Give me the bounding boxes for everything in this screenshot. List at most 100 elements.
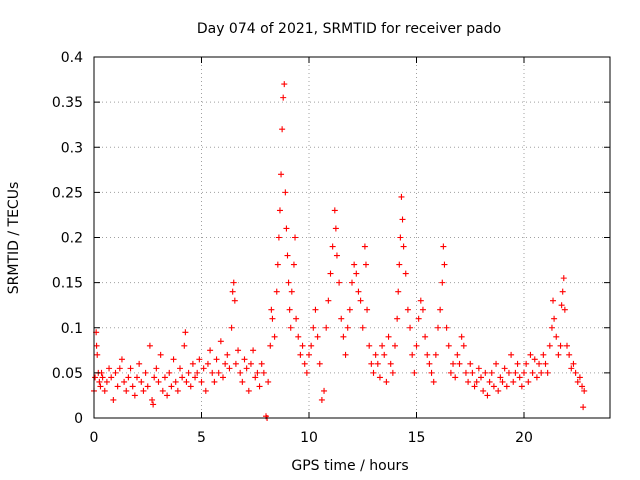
data-point: [318, 396, 325, 403]
data-point: [574, 378, 581, 385]
data-point: [329, 243, 336, 250]
data-point: [581, 387, 588, 394]
data-point: [268, 306, 275, 313]
data-point: [278, 171, 285, 178]
data-point: [106, 365, 113, 372]
data-point: [183, 378, 190, 385]
x-axis-label: GPS time / hours: [291, 458, 408, 474]
data-point: [226, 365, 233, 372]
data-point: [499, 378, 506, 385]
data-point: [564, 342, 570, 349]
data-point: [220, 374, 226, 381]
data-point: [118, 356, 125, 363]
data-point: [542, 360, 549, 367]
data-point: [267, 342, 274, 349]
data-point: [475, 365, 482, 372]
data-point: [271, 333, 278, 340]
data-point: [392, 342, 398, 349]
data-point: [471, 383, 478, 390]
data-point: [364, 306, 371, 313]
data-point: [241, 356, 248, 363]
data-point: [273, 288, 280, 295]
data-points: [91, 81, 588, 421]
data-point: [182, 329, 189, 336]
data-point: [351, 261, 358, 268]
y-tick-label: 0.25: [52, 185, 83, 201]
x-tick-label: 0: [90, 430, 99, 446]
x-tick-label: 10: [300, 430, 318, 446]
data-point: [404, 306, 411, 313]
data-point: [101, 387, 108, 394]
y-tick-label: 0: [74, 411, 83, 427]
data-point: [138, 378, 145, 385]
data-point: [426, 360, 433, 367]
data-point: [229, 288, 236, 295]
data-point: [469, 369, 476, 376]
data-point: [383, 378, 390, 385]
data-point: [301, 360, 308, 367]
data-point: [568, 365, 575, 372]
data-point: [159, 387, 166, 394]
data-point: [413, 342, 420, 349]
data-point: [131, 392, 138, 399]
data-point: [209, 369, 216, 376]
data-point: [516, 374, 523, 381]
data-point: [437, 306, 444, 313]
data-point: [192, 374, 199, 381]
data-point: [531, 356, 538, 363]
data-point: [424, 351, 431, 358]
data-point: [557, 342, 564, 349]
data-point: [445, 342, 452, 349]
data-point: [473, 378, 480, 385]
data-point: [194, 369, 201, 376]
data-point: [96, 378, 103, 385]
data-point: [484, 392, 491, 399]
data-point: [336, 279, 343, 286]
data-point: [381, 351, 388, 358]
y-tick-label: 0.3: [61, 140, 83, 156]
data-point: [397, 234, 404, 241]
data-point: [411, 369, 418, 376]
data-point: [396, 261, 403, 268]
data-point: [260, 369, 267, 376]
data-point: [288, 288, 295, 295]
data-point: [94, 351, 101, 358]
data-point: [187, 383, 194, 390]
data-point: [321, 387, 328, 394]
axis-ticks: [93, 56, 610, 419]
data-point: [387, 360, 394, 367]
data-point: [295, 333, 302, 340]
data-point: [428, 369, 435, 376]
data-point: [151, 374, 158, 381]
data-point: [454, 351, 461, 358]
data-point: [415, 315, 422, 322]
data-point: [407, 324, 414, 331]
data-point: [110, 396, 117, 403]
data-point: [285, 279, 292, 286]
data-point: [368, 360, 375, 367]
data-point: [108, 374, 115, 381]
data-point: [228, 324, 235, 331]
data-point: [505, 369, 512, 376]
data-point: [174, 387, 181, 394]
data-point: [536, 360, 543, 367]
data-point: [486, 378, 493, 385]
data-point: [508, 351, 515, 358]
data-point: [114, 383, 121, 390]
data-point: [566, 351, 573, 358]
data-point: [546, 342, 553, 349]
data-point: [189, 360, 196, 367]
data-point: [230, 279, 237, 286]
data-point: [349, 279, 355, 286]
x-tick-label: 5: [197, 430, 206, 446]
data-point: [561, 306, 568, 313]
data-point: [395, 288, 402, 295]
data-point: [121, 378, 128, 385]
data-point: [292, 234, 299, 241]
data-point: [142, 369, 149, 376]
data-point: [237, 369, 244, 376]
data-point: [211, 378, 218, 385]
data-point: [153, 365, 160, 372]
data-point: [570, 360, 577, 367]
